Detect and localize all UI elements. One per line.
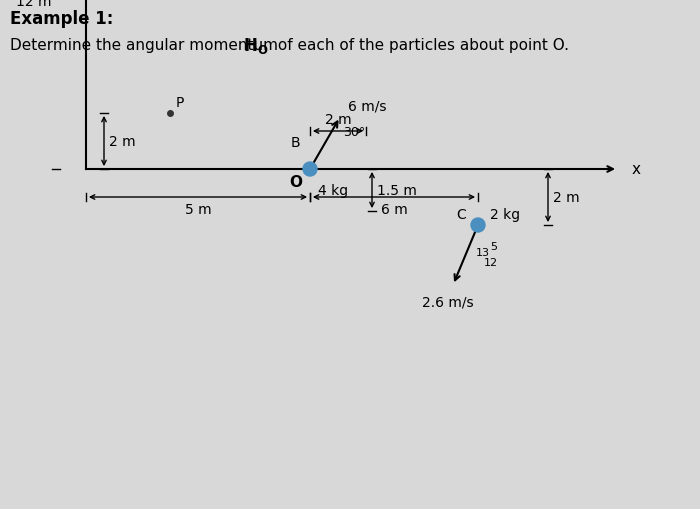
Text: 30°: 30° [343,126,365,139]
Text: 2 m: 2 m [325,113,351,127]
Text: Example 1:: Example 1: [10,10,113,28]
Text: 2 m: 2 m [109,135,136,149]
Text: 2 kg: 2 kg [490,208,520,221]
Text: 12 m: 12 m [15,0,51,9]
Text: 2.6 m/s: 2.6 m/s [422,295,474,309]
Circle shape [471,218,485,233]
Text: 6 m: 6 m [381,203,407,216]
Text: 4 kg: 4 kg [318,184,348,197]
Text: 6 m/s: 6 m/s [348,99,386,113]
Circle shape [303,163,317,177]
Text: 13: 13 [475,247,489,258]
Text: 12: 12 [484,258,498,267]
Text: of each of the particles about point O.: of each of the particles about point O. [273,38,569,53]
Text: $\mathbf{H}_\mathbf{O}$: $\mathbf{H}_\mathbf{O}$ [243,36,269,56]
Text: P: P [176,96,184,110]
Text: Determine the angular momentum: Determine the angular momentum [10,38,283,53]
Text: B: B [290,136,300,150]
Text: O: O [289,175,302,190]
Text: 5 m: 5 m [185,203,211,216]
Text: C: C [456,208,466,221]
Text: 2 m: 2 m [553,191,580,205]
Text: 1.5 m: 1.5 m [377,184,417,197]
Text: 5: 5 [491,242,498,251]
Text: x: x [632,162,641,177]
